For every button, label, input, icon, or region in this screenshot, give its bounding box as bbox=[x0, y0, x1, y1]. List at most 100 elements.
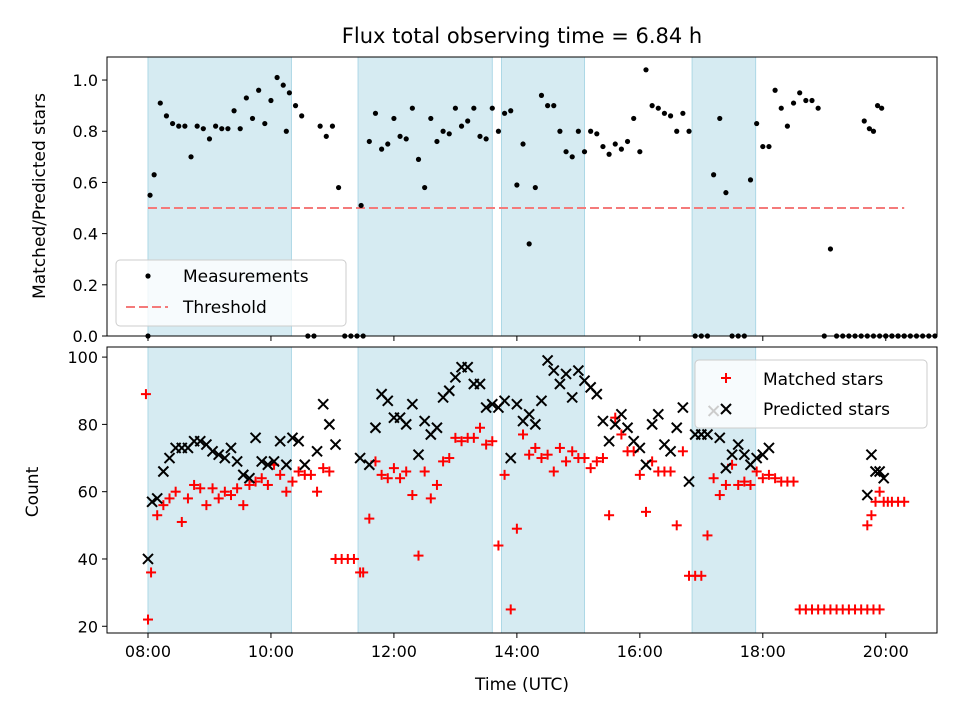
measurement-point-45 bbox=[403, 136, 409, 142]
predicted-star-point-52 bbox=[486, 398, 498, 410]
measurement-point-132 bbox=[861, 118, 867, 124]
legend-measurements-label: Measurements bbox=[183, 267, 309, 287]
matched-star-point-43 bbox=[395, 473, 406, 484]
x-tick-label-0: 08:00 bbox=[125, 642, 171, 661]
measurement-point-32 bbox=[329, 123, 336, 129]
measurement-point-46 bbox=[409, 105, 415, 111]
matched-star-point-7 bbox=[176, 516, 187, 527]
predicted-star-point-92 bbox=[732, 438, 744, 451]
measurement-point-53 bbox=[452, 105, 458, 111]
top-legend: Measurements Threshold bbox=[115, 259, 347, 327]
predicted-star-point-95 bbox=[750, 452, 763, 464]
matched-star-point-37 bbox=[358, 567, 369, 578]
predicted-star-point-90 bbox=[720, 462, 732, 474]
measurement-point-42 bbox=[385, 141, 391, 147]
measurement-point-18 bbox=[249, 115, 256, 122]
predicted-star-point-41 bbox=[418, 415, 431, 427]
matched-star-point-38 bbox=[364, 513, 375, 524]
top-y-label: Matched/Predicted stars bbox=[30, 93, 50, 299]
predicted-star-point-87 bbox=[701, 428, 714, 441]
measurement-point-15 bbox=[231, 108, 237, 114]
matched-star-point-103 bbox=[763, 469, 774, 480]
matched-star-point-101 bbox=[751, 466, 762, 477]
matched-star-point-69 bbox=[554, 442, 565, 453]
matched-star-point-76 bbox=[597, 453, 608, 464]
predicted-star-point-101 bbox=[873, 465, 886, 478]
matched-star-point-45 bbox=[407, 490, 418, 501]
measurement-point-16 bbox=[237, 126, 243, 132]
predicted-star-point-19 bbox=[256, 455, 268, 468]
predicted-star-point-1 bbox=[146, 496, 158, 508]
matched-star-point-26 bbox=[293, 466, 304, 477]
measurement-point-73 bbox=[575, 128, 581, 134]
measurement-point-22 bbox=[274, 74, 280, 81]
matched-star-point-74 bbox=[585, 463, 596, 474]
measurement-point-13 bbox=[219, 126, 225, 132]
matched-star-point-40 bbox=[376, 469, 387, 480]
bottom-x-label: Time (UTC) bbox=[474, 675, 569, 695]
predicted-star-point-22 bbox=[274, 435, 286, 447]
measurement-point-135 bbox=[874, 103, 881, 109]
predicted-star-point-24 bbox=[286, 432, 299, 444]
bottom-legend: Matched stars Predicted stars bbox=[694, 359, 928, 429]
shaded-interval-3 bbox=[691, 56, 757, 337]
measurement-point-106 bbox=[778, 105, 784, 111]
matched-star-point-100 bbox=[745, 479, 756, 490]
matched-star-point-93 bbox=[702, 530, 713, 541]
measurement-point-58 bbox=[483, 136, 489, 142]
predicted-star-point-64 bbox=[560, 368, 572, 380]
matched-star-point-12 bbox=[207, 483, 218, 494]
measurement-point-90 bbox=[680, 110, 686, 116]
measurement-point-85 bbox=[649, 103, 655, 109]
measurement-point-67 bbox=[538, 92, 545, 98]
predicted-star-point-82 bbox=[671, 422, 683, 434]
predicted-star-point-50 bbox=[474, 378, 486, 390]
bottom-y-ticks: 20 40 60 80 100 bbox=[67, 348, 107, 636]
bottom-axes-frame bbox=[106, 346, 938, 634]
predicted-star-point-3 bbox=[157, 465, 170, 478]
matched-star-point-92 bbox=[696, 570, 707, 581]
predicted-star-point-72 bbox=[609, 418, 621, 431]
shaded-interval-1 bbox=[357, 56, 493, 337]
measurement-point-71 bbox=[563, 149, 569, 155]
measurement-point-7 bbox=[182, 123, 188, 129]
predicted-star-point-43 bbox=[431, 422, 443, 434]
matched-star-point-1 bbox=[142, 614, 153, 625]
measurement-point-89 bbox=[674, 128, 680, 134]
matched-star-point-14 bbox=[219, 486, 230, 497]
measurement-point-27 bbox=[299, 113, 305, 119]
predicted-star-point-63 bbox=[554, 378, 566, 390]
measurement-point-31 bbox=[323, 133, 329, 139]
matched-star-point-51 bbox=[444, 453, 455, 464]
predicted-star-point-14 bbox=[225, 442, 237, 454]
predicted-star-point-102 bbox=[878, 472, 890, 484]
measurement-point-133 bbox=[866, 126, 872, 132]
matched-star-point-29 bbox=[312, 486, 323, 497]
measurement-point-2 bbox=[151, 172, 157, 178]
matched-star-point-59 bbox=[493, 540, 504, 551]
predicted-star-point-71 bbox=[603, 435, 615, 447]
matched-star-point-61 bbox=[505, 604, 516, 615]
measurement-point-26 bbox=[292, 103, 299, 109]
bottom-x-ticks: 08:00 10:00 12:00 14:00 16:00 18:00 20:00 bbox=[125, 633, 909, 661]
measurement-point-37 bbox=[358, 202, 364, 209]
measurement-point-110 bbox=[803, 97, 809, 104]
predicted-star-point-4 bbox=[163, 452, 176, 464]
y-tick-label-4: 0.8 bbox=[73, 122, 98, 141]
matched-star-point-99 bbox=[739, 476, 750, 487]
matched-star-point-104 bbox=[770, 473, 781, 484]
predicted-star-point-51 bbox=[480, 401, 492, 414]
matched-star-point-83 bbox=[640, 506, 651, 517]
measurement-point-24 bbox=[283, 128, 289, 134]
measurement-point-52 bbox=[446, 131, 452, 137]
matched-star-point-57 bbox=[481, 439, 492, 450]
shaded-interval-2 bbox=[501, 346, 586, 634]
measurement-point-68 bbox=[545, 103, 551, 109]
measurement-point-55 bbox=[465, 118, 471, 124]
matched-star-point-60 bbox=[499, 469, 510, 480]
predicted-star-point-98 bbox=[861, 489, 874, 501]
predicted-star-point-55 bbox=[505, 452, 517, 464]
measurement-point-69 bbox=[551, 103, 557, 109]
predicted-star-point-89 bbox=[714, 432, 726, 444]
legend-measurements-marker bbox=[145, 273, 151, 279]
